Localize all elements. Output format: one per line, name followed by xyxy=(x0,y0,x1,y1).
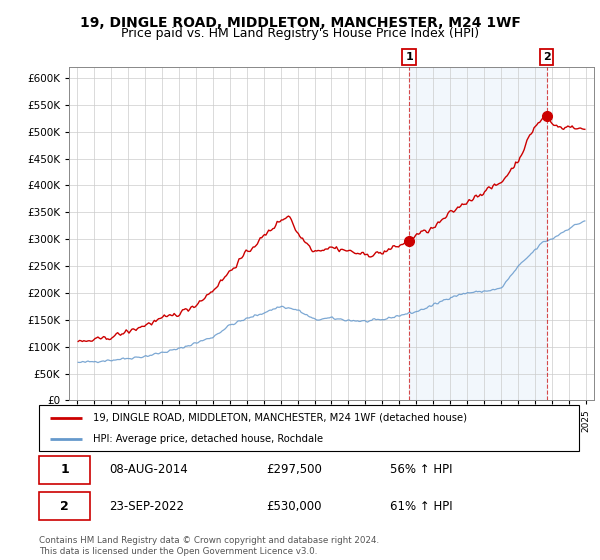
Text: 61% ↑ HPI: 61% ↑ HPI xyxy=(390,500,452,512)
Text: 1: 1 xyxy=(60,463,69,476)
Text: £530,000: £530,000 xyxy=(266,500,322,512)
Text: 2: 2 xyxy=(543,52,551,62)
Bar xyxy=(409,67,547,400)
Text: £297,500: £297,500 xyxy=(266,463,322,476)
FancyBboxPatch shape xyxy=(39,456,90,484)
Text: HPI: Average price, detached house, Rochdale: HPI: Average price, detached house, Roch… xyxy=(93,435,323,444)
FancyBboxPatch shape xyxy=(39,492,90,520)
Text: 1: 1 xyxy=(405,52,413,62)
Text: 23-SEP-2022: 23-SEP-2022 xyxy=(109,500,184,512)
Text: 19, DINGLE ROAD, MIDDLETON, MANCHESTER, M24 1WF: 19, DINGLE ROAD, MIDDLETON, MANCHESTER, … xyxy=(80,16,520,30)
Text: 56% ↑ HPI: 56% ↑ HPI xyxy=(390,463,452,476)
FancyBboxPatch shape xyxy=(39,405,579,451)
Text: Contains HM Land Registry data © Crown copyright and database right 2024.
This d: Contains HM Land Registry data © Crown c… xyxy=(39,536,379,556)
Text: Price paid vs. HM Land Registry's House Price Index (HPI): Price paid vs. HM Land Registry's House … xyxy=(121,27,479,40)
Text: 19, DINGLE ROAD, MIDDLETON, MANCHESTER, M24 1WF (detached house): 19, DINGLE ROAD, MIDDLETON, MANCHESTER, … xyxy=(93,413,467,423)
Text: 08-AUG-2014: 08-AUG-2014 xyxy=(109,463,188,476)
Text: 2: 2 xyxy=(60,500,69,512)
